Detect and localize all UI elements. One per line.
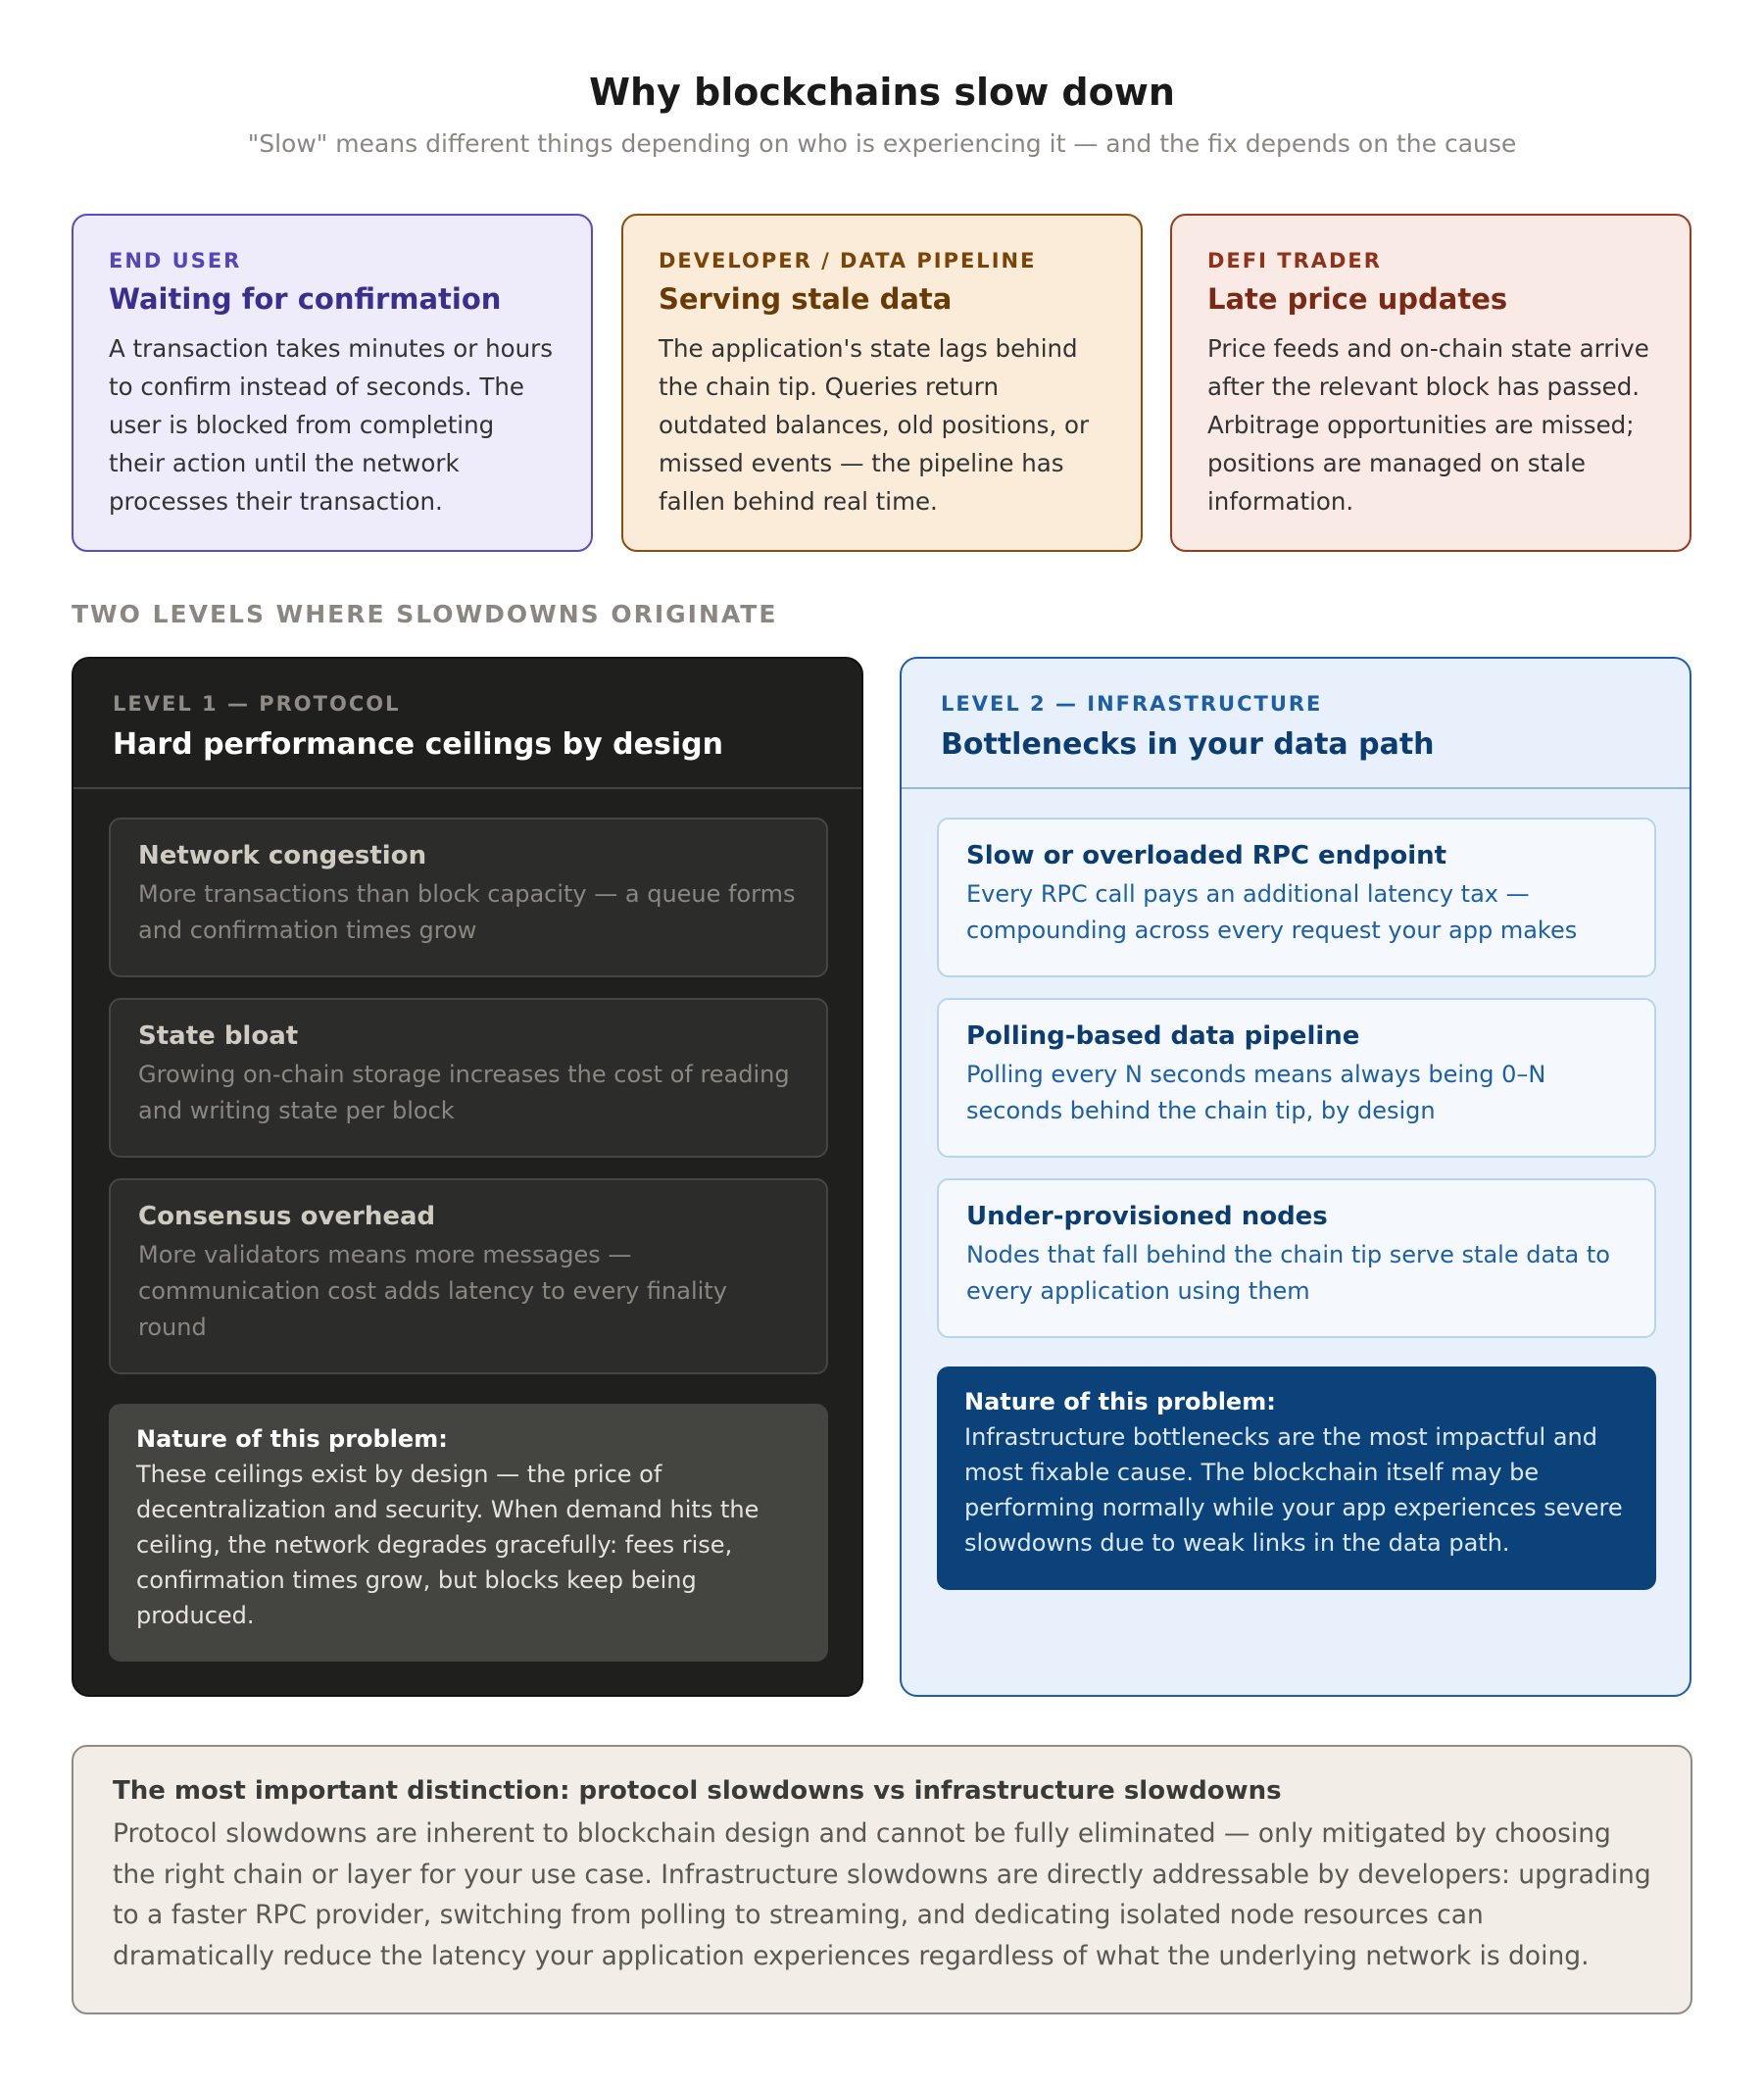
level2-label: LEVEL 2 — INFRASTRUCTURE [941,692,1323,716]
level2-nature-box: Nature of this problem: Infrastructure b… [937,1366,1656,1590]
level2-panel: LEVEL 2 — INFRASTRUCTURE Bottlenecks in … [900,657,1691,1697]
distinction-description: Protocol slowdowns are inherent to block… [113,1818,1651,1971]
nature-title: Nature of this problem: [136,1425,448,1453]
cause-description: Every RPC call pays an additional latenc… [966,880,1578,944]
card-label: END USER [109,249,242,273]
cause-card: Network congestion More transactions tha… [109,818,828,977]
cause-title: Under-provisioned nodes [966,1202,1328,1231]
level1-panel: LEVEL 1 — PROTOCOL Hard performance ceil… [72,657,863,1697]
card-title: Serving stale data [659,282,953,316]
card-description: A transaction takes minutes or hours to … [109,334,553,516]
perspective-card-developer: DEVELOPER / DATA PIPELINE Serving stale … [621,214,1143,552]
cause-card: Polling-based data pipeline Polling ever… [937,998,1656,1158]
level1-label: LEVEL 1 — PROTOCOL [113,692,401,716]
cause-description: Polling every N seconds means always bei… [966,1061,1546,1124]
level1-title: Hard performance ceilings by design [113,727,723,762]
distinction-title: The most important distinction: protocol… [113,1776,1282,1806]
cause-description: More transactions than block capacity — … [138,880,796,944]
nature-description: These ceilings exist by design — the pri… [136,1461,760,1629]
level1-nature-box: Nature of this problem: These ceilings e… [109,1404,828,1662]
section-label: TWO LEVELS WHERE SLOWDOWNS ORIGINATE [72,600,778,628]
distinction-box: The most important distinction: protocol… [72,1745,1692,2014]
cause-card: Under-provisioned nodes Nodes that fall … [937,1178,1656,1338]
cause-card: Consensus overhead More validators means… [109,1178,828,1374]
card-label: DEVELOPER / DATA PIPELINE [659,249,1037,273]
perspective-card-end-user: END USER Waiting for confirmation A tran… [72,214,593,552]
card-label: DEFI TRADER [1207,249,1382,273]
cause-title: Slow or overloaded RPC endpoint [966,841,1447,870]
card-description: Price feeds and on-chain state arrive af… [1207,334,1649,516]
nature-description: Infrastructure bottlenecks are the most … [964,1423,1623,1557]
cause-title: Consensus overhead [138,1202,436,1231]
page-title: Why blockchains slow down [589,71,1175,114]
page-subtitle: "Slow" means different things depending … [247,129,1517,158]
cause-description: Growing on-chain storage increases the c… [138,1061,790,1124]
card-title: Waiting for confirmation [109,282,502,316]
perspective-card-defi-trader: DEFI TRADER Late price updates Price fee… [1170,214,1691,552]
cause-title: State bloat [138,1021,299,1051]
cause-description: Nodes that fall behind the chain tip ser… [966,1241,1610,1305]
card-title: Late price updates [1207,282,1508,316]
cause-title: Network congestion [138,841,427,870]
cause-card: State bloat Growing on-chain storage inc… [109,998,828,1158]
cause-description: More validators means more messages — co… [138,1241,727,1341]
nature-title: Nature of this problem: [964,1388,1276,1416]
cause-card: Slow or overloaded RPC endpoint Every RP… [937,818,1656,977]
level2-title: Bottlenecks in your data path [941,727,1435,762]
card-description: The application's state lags behind the … [659,334,1090,516]
cause-title: Polling-based data pipeline [966,1021,1360,1051]
